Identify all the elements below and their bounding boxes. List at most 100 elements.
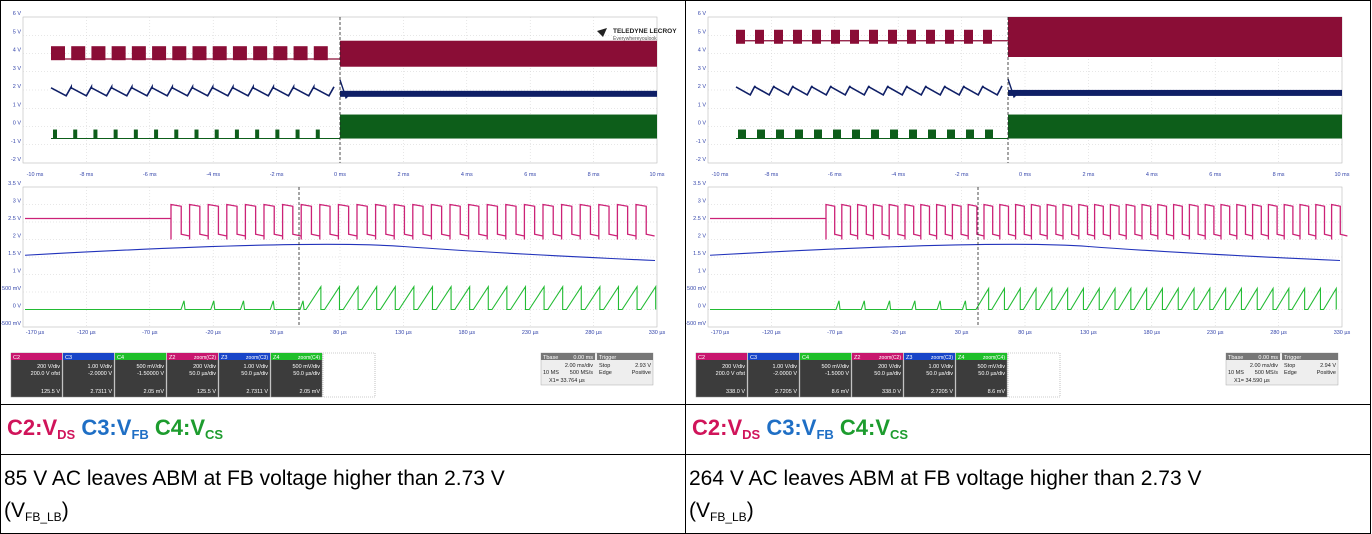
channel-title: zoom(C2) bbox=[879, 355, 901, 361]
vds-burst bbox=[888, 29, 897, 44]
caption-c2: C2:VDS bbox=[7, 415, 76, 442]
channel-offset: 200.0 V ofst bbox=[716, 371, 746, 377]
top-x-tick-label: -8 ms bbox=[765, 172, 779, 178]
channel-box-bg bbox=[903, 352, 956, 398]
zoom-x-tick-label: 230 µs bbox=[522, 330, 539, 336]
top-x-tick-label: 10 ms bbox=[650, 172, 665, 178]
channel-value: 2.7311 V bbox=[90, 389, 112, 395]
vds-burst bbox=[91, 46, 106, 61]
top-x-tick-label: -6 ms bbox=[143, 172, 157, 178]
empty-descriptor-slot bbox=[1007, 352, 1061, 398]
channel-value: 2.7311 V bbox=[246, 389, 268, 395]
vds-burst bbox=[774, 29, 783, 44]
tbase-sample-rate: 500 MS/s bbox=[1255, 370, 1278, 376]
vds-burst bbox=[812, 29, 821, 44]
vcs-pulse bbox=[871, 129, 879, 139]
channel-box-bg bbox=[62, 352, 115, 398]
vds-burst bbox=[926, 29, 935, 44]
tbase-samples: 10 MS bbox=[1228, 370, 1244, 376]
brand-mark-icon bbox=[597, 28, 607, 37]
top-x-tick-label: 4 ms bbox=[461, 172, 473, 178]
top-y-tick-label: -1 V bbox=[11, 139, 21, 145]
channel-offset: 50.0 µs/div bbox=[293, 371, 320, 377]
zoom-y-tick-label: 2 V bbox=[13, 234, 22, 240]
caption-cell-left: C2:VDS C3:VFB C4:VCS bbox=[0, 404, 686, 455]
tbase-offset: 0.00 ms bbox=[1258, 355, 1278, 361]
vcs-pulse bbox=[154, 129, 159, 139]
top-x-tick-label: 8 ms bbox=[588, 172, 600, 178]
vcs-pulse bbox=[757, 129, 765, 139]
oscilloscope-screenshot-264vac: 6 V 5 V 4 V 3 V 2 V 1 V 0 V -1 V -2 V 3.5 V 3 V 2.5… bbox=[686, 11, 1351, 398]
channel-offset: 50.0 µs/div bbox=[189, 371, 216, 377]
zoom-vcs-trace bbox=[25, 284, 657, 311]
channel-box-c3: C3 1.00 V/div-2.0000 V 2.7205 V bbox=[747, 352, 800, 398]
channel-title: zoom(C4) bbox=[983, 355, 1005, 361]
trigger-label: Trigger bbox=[1284, 355, 1301, 361]
top-x-tick-label: -4 ms bbox=[891, 172, 905, 178]
zoom-x-tick-label: 30 µs bbox=[955, 330, 969, 336]
vds-burst bbox=[869, 29, 878, 44]
tbase-label: Tbase bbox=[1228, 355, 1243, 361]
channel-tag: C2 bbox=[698, 355, 705, 361]
trigger-level: 2.94 V bbox=[1320, 363, 1336, 369]
zoom-x-tick-label: -70 µs bbox=[142, 330, 158, 336]
channel-title: zoom(C3) bbox=[246, 355, 268, 361]
vcs-pulse bbox=[295, 129, 300, 139]
top-y-tick-label: 6 V bbox=[698, 11, 707, 17]
top-x-tick-label: 4 ms bbox=[1146, 172, 1158, 178]
vds-burst bbox=[212, 46, 227, 61]
vds-burst bbox=[313, 46, 328, 61]
channel-box-header bbox=[800, 353, 851, 360]
vds-burst bbox=[736, 29, 745, 44]
vds-burst bbox=[273, 46, 288, 61]
tbase-offset: 0.00 ms bbox=[573, 355, 593, 361]
channel-tag: Z3 bbox=[906, 355, 912, 361]
channel-box-bg bbox=[270, 352, 323, 398]
vds-burst bbox=[850, 29, 859, 44]
top-y-tick-label: 6 V bbox=[13, 11, 22, 17]
zoom-x-tick-label: -120 µs bbox=[762, 330, 781, 336]
vds-burst bbox=[232, 46, 247, 61]
scope-panel-85vac: 6 V 5 V 4 V 3 V 2 V 1 V 0 V -1 V -2 V 3.5 V 3 V 2.5… bbox=[0, 0, 686, 405]
zoom-x-tick-label: -170 µs bbox=[26, 330, 45, 336]
channel-value: 8.6 mV bbox=[988, 389, 1006, 395]
zoom-x-tick-label: 280 µs bbox=[585, 330, 602, 336]
top-x-tick-label: -4 ms bbox=[206, 172, 220, 178]
trigger-type: Edge bbox=[1284, 370, 1297, 376]
vfb-band bbox=[1008, 89, 1342, 96]
top-y-tick-label: 4 V bbox=[13, 48, 22, 54]
zoom-y-tick-label: 2.5 V bbox=[8, 216, 21, 222]
caption-c2: C2:VDS bbox=[692, 415, 761, 442]
description-text: 264 V AC leaves ABM at FB voltage higher… bbox=[689, 467, 1202, 524]
channel-value: 338.0 V bbox=[726, 389, 745, 395]
channel-box-header bbox=[115, 353, 166, 360]
channel-box-c4: C4 500 mV/div-1.50000 V 2.05 mV bbox=[114, 352, 167, 398]
channel-box-header bbox=[956, 353, 1007, 360]
vds-burst bbox=[253, 46, 268, 61]
vfb-sawtooth bbox=[735, 85, 1003, 97]
caption-c4: C4:VCS bbox=[839, 415, 909, 442]
tbase-label: Tbase bbox=[543, 355, 558, 361]
channel-value: 125.5 V bbox=[197, 389, 216, 395]
channel-tag: Z4 bbox=[273, 355, 279, 361]
zoom-y-tick-label: 0 V bbox=[13, 304, 22, 310]
channel-scale: 500 mV/div bbox=[821, 364, 849, 370]
vcs-pulse bbox=[795, 129, 803, 139]
channel-title: zoom(C2) bbox=[194, 355, 216, 361]
scope-panel-264vac: 6 V 5 V 4 V 3 V 2 V 1 V 0 V -1 V -2 V 3.5 V 3 V 2.5… bbox=[685, 0, 1371, 405]
channel-box-bg bbox=[695, 352, 748, 398]
top-y-tick-label: 5 V bbox=[698, 29, 707, 35]
channel-box-bg bbox=[799, 352, 852, 398]
description-cell-left: 85 V AC leaves ABM at FB voltage higher … bbox=[0, 454, 686, 534]
top-x-tick-label: -8 ms bbox=[80, 172, 94, 178]
vds-burst bbox=[793, 29, 802, 44]
vcs-pulse bbox=[947, 129, 955, 139]
channel-box-bg bbox=[218, 352, 271, 398]
zoom-x-tick-label: -20 µs bbox=[890, 330, 906, 336]
vcs-pulse bbox=[909, 129, 917, 139]
timebase-box: Tbase 0.00 ms Trigger 2.00 ms/div 10 MS 500 M… bbox=[1225, 352, 1339, 386]
top-x-tick-label: -2 ms bbox=[270, 172, 284, 178]
vcs-pulse bbox=[174, 129, 179, 139]
